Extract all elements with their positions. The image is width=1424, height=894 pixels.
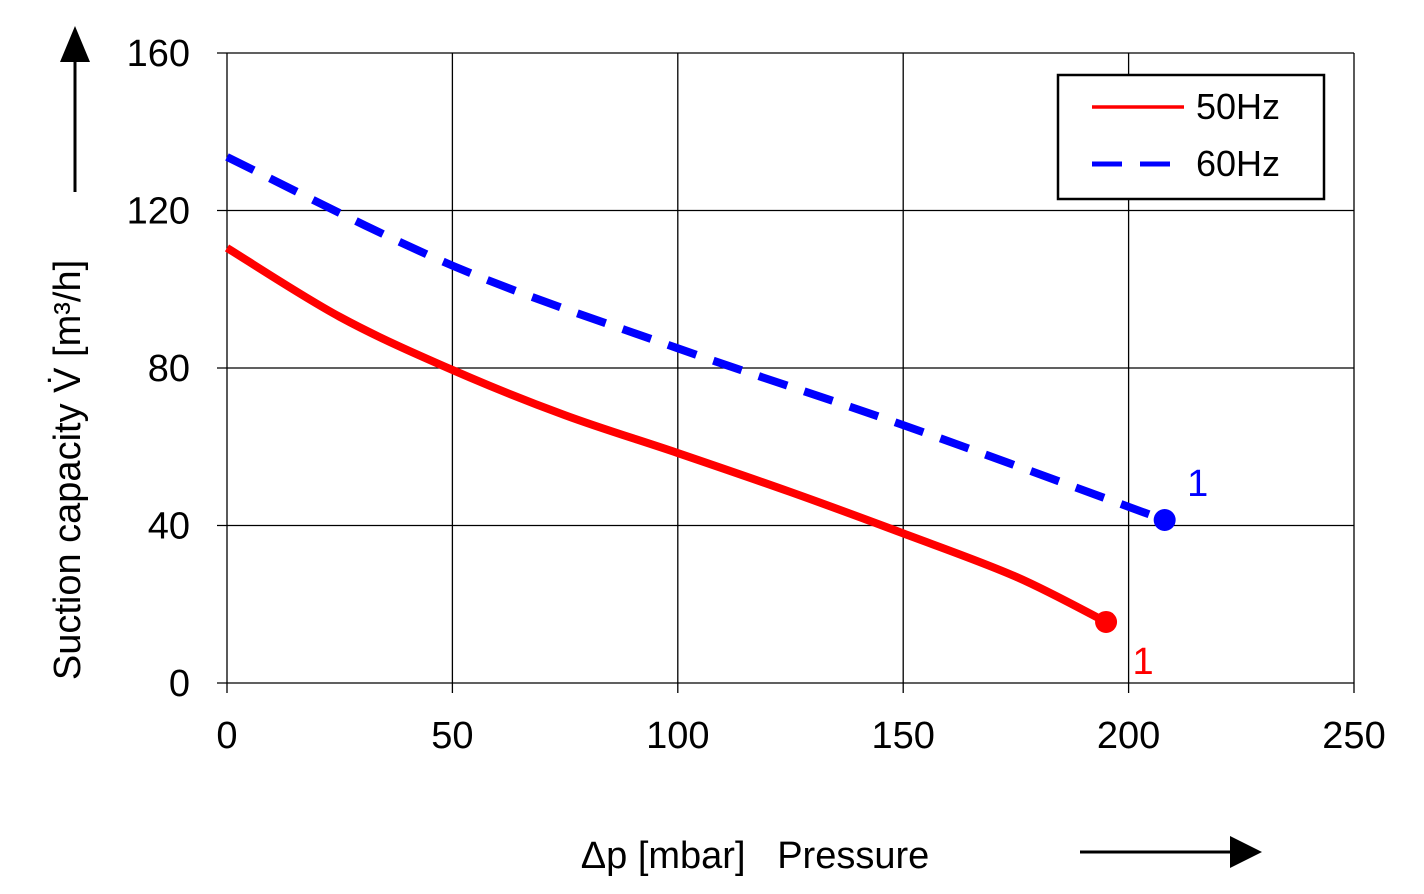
legend-box	[1056, 73, 1326, 201]
x-axis-label: Δp [mbar] Pressure	[581, 835, 930, 877]
y-axis-arrowhead-icon	[60, 26, 90, 62]
series-end-marker	[1153, 508, 1176, 531]
y-tick-label: 80	[148, 348, 190, 390]
x-tick-label: 100	[646, 715, 709, 757]
series-line-60Hz	[225, 153, 1167, 524]
x-tick-label: 0	[216, 715, 237, 757]
x-axis-arrowhead-icon	[1230, 836, 1262, 868]
x-tick-label: 50	[431, 715, 473, 757]
legend: 50Hz 60Hz	[1056, 73, 1326, 201]
series-line-50Hz	[224, 244, 1108, 626]
y-tick-label: 0	[169, 663, 190, 705]
x-tick-label: 150	[871, 715, 934, 757]
y-axis-label: Suction capacity V̇ [m³/h]	[46, 260, 89, 680]
x-tick-label: 250	[1322, 715, 1385, 757]
legend-label: 60Hz	[1196, 143, 1280, 184]
y-tick-label: 40	[148, 506, 190, 548]
series-end-label: 1	[1187, 463, 1208, 505]
y-tick-label: 120	[127, 191, 190, 233]
legend-label: 50Hz	[1196, 86, 1280, 127]
x-tick-label: 200	[1097, 715, 1160, 757]
series-end-label: 1	[1132, 641, 1153, 683]
series-end-marker	[1095, 610, 1118, 633]
y-tick-label: 160	[127, 33, 190, 75]
